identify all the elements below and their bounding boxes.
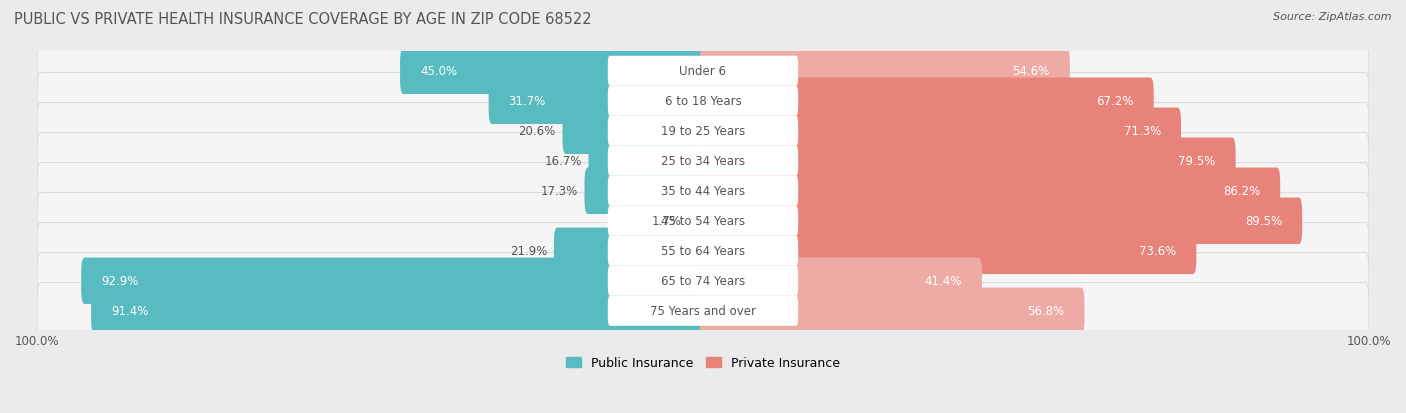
Text: 79.5%: 79.5% xyxy=(1178,155,1216,168)
FancyBboxPatch shape xyxy=(607,176,799,206)
Text: 20.6%: 20.6% xyxy=(519,125,555,138)
Text: 65 to 74 Years: 65 to 74 Years xyxy=(661,275,745,287)
FancyBboxPatch shape xyxy=(37,43,1369,100)
Text: 67.2%: 67.2% xyxy=(1097,95,1133,108)
Text: 71.3%: 71.3% xyxy=(1123,125,1161,138)
Text: 41.4%: 41.4% xyxy=(925,275,962,287)
Text: 35 to 44 Years: 35 to 44 Years xyxy=(661,185,745,198)
Text: 17.3%: 17.3% xyxy=(540,185,578,198)
Text: 45 to 54 Years: 45 to 54 Years xyxy=(661,215,745,228)
FancyBboxPatch shape xyxy=(607,236,799,266)
FancyBboxPatch shape xyxy=(585,168,706,214)
FancyBboxPatch shape xyxy=(607,266,799,296)
Text: 89.5%: 89.5% xyxy=(1246,215,1282,228)
Text: PUBLIC VS PRIVATE HEALTH INSURANCE COVERAGE BY AGE IN ZIP CODE 68522: PUBLIC VS PRIVATE HEALTH INSURANCE COVER… xyxy=(14,12,592,27)
Text: 54.6%: 54.6% xyxy=(1012,65,1050,78)
Text: 55 to 64 Years: 55 to 64 Years xyxy=(661,245,745,258)
FancyBboxPatch shape xyxy=(562,108,706,154)
FancyBboxPatch shape xyxy=(554,228,706,274)
FancyBboxPatch shape xyxy=(37,193,1369,249)
FancyBboxPatch shape xyxy=(607,87,799,116)
Text: 6 to 18 Years: 6 to 18 Years xyxy=(665,95,741,108)
FancyBboxPatch shape xyxy=(700,78,1154,125)
Text: 16.7%: 16.7% xyxy=(544,155,582,168)
Text: 92.9%: 92.9% xyxy=(101,275,139,287)
FancyBboxPatch shape xyxy=(700,288,1084,334)
FancyBboxPatch shape xyxy=(401,48,706,95)
FancyBboxPatch shape xyxy=(589,138,706,185)
FancyBboxPatch shape xyxy=(700,198,1302,244)
Text: Under 6: Under 6 xyxy=(679,65,727,78)
FancyBboxPatch shape xyxy=(700,48,1070,95)
FancyBboxPatch shape xyxy=(689,198,706,244)
FancyBboxPatch shape xyxy=(700,228,1197,274)
Text: 91.4%: 91.4% xyxy=(111,304,149,318)
FancyBboxPatch shape xyxy=(37,283,1369,339)
FancyBboxPatch shape xyxy=(700,168,1281,214)
FancyBboxPatch shape xyxy=(607,116,799,147)
Text: 21.9%: 21.9% xyxy=(510,245,547,258)
Text: 25 to 34 Years: 25 to 34 Years xyxy=(661,155,745,168)
FancyBboxPatch shape xyxy=(607,147,799,176)
FancyBboxPatch shape xyxy=(37,103,1369,159)
Legend: Public Insurance, Private Insurance: Public Insurance, Private Insurance xyxy=(561,351,845,374)
Text: 56.8%: 56.8% xyxy=(1028,304,1064,318)
FancyBboxPatch shape xyxy=(607,206,799,236)
Text: Source: ZipAtlas.com: Source: ZipAtlas.com xyxy=(1274,12,1392,22)
FancyBboxPatch shape xyxy=(700,138,1236,185)
FancyBboxPatch shape xyxy=(37,133,1369,190)
FancyBboxPatch shape xyxy=(489,78,706,125)
FancyBboxPatch shape xyxy=(700,258,981,304)
FancyBboxPatch shape xyxy=(700,108,1181,154)
Text: 73.6%: 73.6% xyxy=(1139,245,1177,258)
Text: 75 Years and over: 75 Years and over xyxy=(650,304,756,318)
FancyBboxPatch shape xyxy=(37,253,1369,309)
Text: 31.7%: 31.7% xyxy=(509,95,546,108)
FancyBboxPatch shape xyxy=(607,296,799,326)
Text: 1.7%: 1.7% xyxy=(652,215,682,228)
Text: 19 to 25 Years: 19 to 25 Years xyxy=(661,125,745,138)
FancyBboxPatch shape xyxy=(607,57,799,87)
FancyBboxPatch shape xyxy=(91,288,706,334)
Text: 86.2%: 86.2% xyxy=(1223,185,1260,198)
FancyBboxPatch shape xyxy=(82,258,706,304)
Text: 45.0%: 45.0% xyxy=(420,65,457,78)
FancyBboxPatch shape xyxy=(37,74,1369,130)
FancyBboxPatch shape xyxy=(37,223,1369,279)
FancyBboxPatch shape xyxy=(37,163,1369,219)
